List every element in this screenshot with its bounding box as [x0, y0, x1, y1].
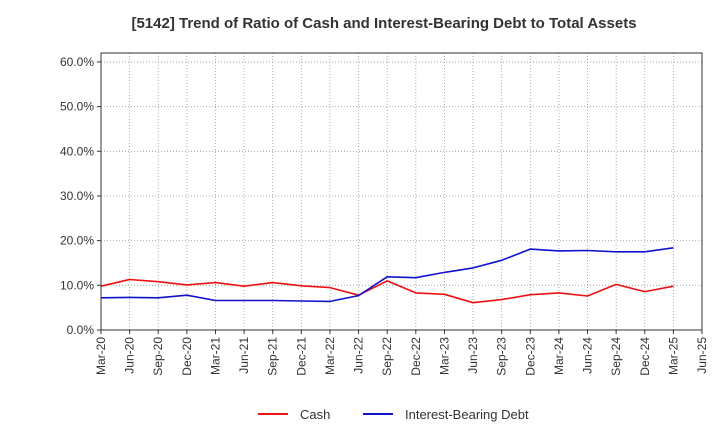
- x-tick-label: Mar-22: [323, 337, 337, 375]
- legend-label: Cash: [300, 407, 330, 422]
- y-tick-label: 10.0%: [60, 278, 94, 292]
- x-tick-label: Dec-24: [638, 337, 652, 376]
- x-tick-label: Mar-24: [552, 337, 566, 375]
- series-layer: [100, 247, 674, 304]
- grid-lines: [101, 53, 702, 330]
- x-tick-label: Dec-21: [294, 337, 308, 376]
- x-tick-label: Mar-23: [437, 337, 451, 375]
- chart-title: [5142] Trend of Ratio of Cash and Intere…: [131, 15, 636, 32]
- series-line-cash: [100, 278, 674, 304]
- y-tick-label: 60.0%: [60, 55, 94, 69]
- x-tick-label: Jun-24: [581, 337, 595, 374]
- x-tick-label: Dec-22: [409, 337, 423, 376]
- y-tick-label: 40.0%: [60, 144, 94, 158]
- legend-label: Interest-Bearing Debt: [405, 407, 529, 422]
- x-tick-label: Dec-23: [523, 337, 537, 376]
- y-axis-ticks: 0.0% 10.0% 20.0% 30.0% 40.0% 50.0% 60.0%: [60, 55, 101, 337]
- x-tick-label: Sep-21: [266, 337, 280, 376]
- x-tick-label: Jun-22: [352, 337, 366, 374]
- plot-area: [101, 53, 702, 330]
- x-tick-label: Jun-20: [123, 337, 137, 374]
- x-tick-label: Sep-22: [380, 337, 394, 376]
- series-line-interest-bearing-debt: [100, 247, 674, 303]
- x-tick-label: Jun-25: [695, 337, 709, 374]
- x-tick-label: Jun-21: [237, 337, 251, 374]
- x-tick-label: Jun-23: [466, 337, 480, 374]
- plot-border: [100, 52, 703, 331]
- x-tick-label: Sep-23: [495, 337, 509, 376]
- x-axis-ticks: Mar-20 Jun-20 Sep-20 Dec-20 Mar-21 Jun-21 Sep-…: [94, 330, 709, 376]
- x-tick-label: Mar-20: [94, 337, 108, 375]
- x-tick-label: Sep-24: [609, 337, 623, 376]
- axes: [100, 52, 703, 331]
- y-tick-label: 30.0%: [60, 189, 94, 203]
- x-tick-label: Mar-21: [208, 337, 222, 375]
- x-tick-label: Dec-20: [180, 337, 194, 376]
- x-tick-label: Sep-20: [151, 337, 165, 376]
- y-tick-label: 0.0%: [67, 323, 95, 337]
- x-tick-label: Mar-25: [666, 337, 680, 375]
- y-tick-label: 20.0%: [60, 234, 94, 248]
- legend: Cash Interest-Bearing Debt: [258, 407, 529, 422]
- y-tick-label: 50.0%: [60, 100, 94, 114]
